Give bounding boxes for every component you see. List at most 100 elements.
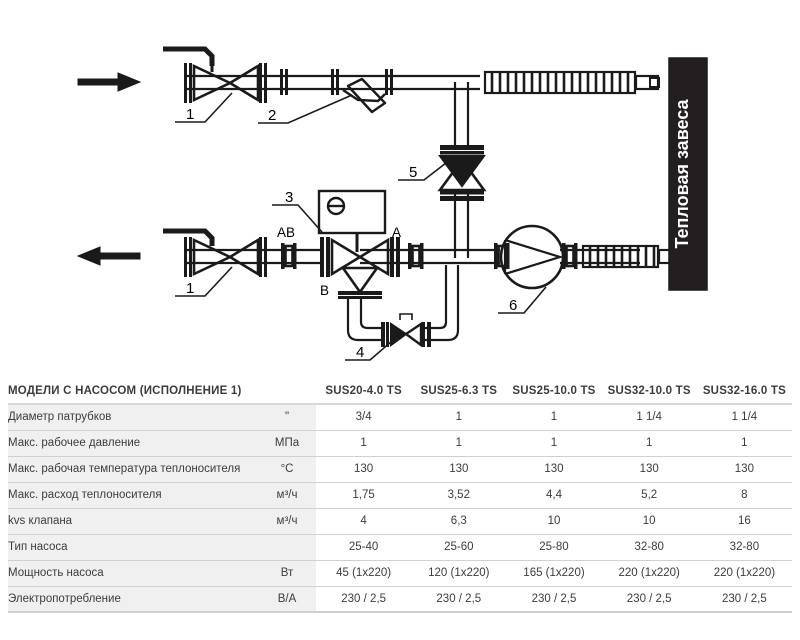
cell-value: 1 1/4	[601, 404, 697, 431]
callout-6: 6	[498, 286, 547, 314]
valve-actuator-3	[317, 189, 387, 252]
callout-label-2: 2	[268, 107, 276, 124]
row-unit: Вт	[258, 560, 317, 587]
cell-value: 1	[506, 404, 602, 431]
table-row: Макс. рабочее давление МПа 1 1 1 1 1	[8, 430, 792, 457]
inlet-flow-arrow	[77, 72, 142, 92]
table-row: Макс. рабочая температура теплоносителя …	[8, 456, 792, 483]
cell-value: 25-40	[316, 534, 412, 561]
row-unit: В/А	[258, 586, 317, 613]
row-label: Электропотребление	[8, 586, 259, 613]
port-label-b: B	[320, 283, 329, 298]
ball-valve-1-top	[163, 46, 267, 103]
cell-value: 130	[316, 456, 412, 483]
model-header-4: SUS32-10.0 TS	[601, 378, 697, 405]
callout-5: 5	[398, 162, 447, 181]
supply-flange-c	[385, 69, 393, 95]
model-header-5: SUS32-16.0 TS	[696, 378, 792, 405]
cell-value: 1	[411, 430, 507, 457]
bypass-balancing-valve-4	[381, 313, 431, 348]
table-header-row: МОДЕЛИ С НАСОСОМ (ИСПОЛНЕНИЕ 1) SUS20-4.…	[8, 378, 792, 405]
cell-value: 10	[601, 508, 697, 535]
cell-value: 130	[506, 456, 602, 483]
heat-curtain-label-box: Тепловая завеса	[668, 57, 708, 291]
row-unit	[258, 534, 317, 561]
bypass-riser-pipe	[453, 82, 470, 258]
cell-value: 220 (1x220)	[696, 560, 792, 587]
callout-1-top: 1	[175, 92, 233, 123]
callout-1-bottom: 1	[175, 266, 233, 297]
table-title: МОДЕЛИ С НАСОСОМ (ИСПОЛНЕНИЕ 1)	[8, 378, 259, 405]
cell-value: 130	[696, 456, 792, 483]
supply-flange-a	[280, 69, 288, 95]
cell-value: 32-80	[696, 534, 792, 561]
heat-curtain-label-text: Тепловая завеса	[672, 98, 692, 248]
return-outlet-arrow	[76, 246, 141, 266]
callout-2: 2	[258, 94, 353, 124]
cell-value: 10	[506, 508, 602, 535]
supply-flange-b	[331, 69, 339, 95]
cell-value: 6,3	[411, 508, 507, 535]
piping-schematic-diagram: 1 2	[76, 46, 708, 361]
cell-value: 4	[316, 508, 412, 535]
table-row: Мощность насоса Вт 45 (1x220) 120 (1x220…	[8, 560, 792, 587]
row-unit: °C	[258, 456, 317, 483]
return-pipe-line	[185, 248, 640, 265]
cell-value: 16	[696, 508, 792, 535]
model-header-2: SUS25-6.3 TS	[411, 378, 507, 405]
row-label: Макс. рабочее давление	[8, 430, 259, 457]
cell-value: 8	[696, 482, 792, 509]
cell-value: 230 / 2,5	[316, 586, 412, 613]
cell-value: 32-80	[601, 534, 697, 561]
cell-value: 1	[411, 404, 507, 431]
row-unit: м³/ч	[258, 482, 317, 509]
row-unit: МПа	[258, 430, 317, 457]
union-nut-pump-out	[560, 241, 579, 271]
cell-value: 1	[316, 430, 412, 457]
balancing-valve-5	[437, 145, 487, 201]
cell-value: 3,52	[411, 482, 507, 509]
cell-value: 165 (1x220)	[506, 560, 602, 587]
flexible-hose-top	[483, 70, 660, 95]
cell-value: 130	[601, 456, 697, 483]
callout-label-6: 6	[509, 297, 517, 314]
cell-value: 25-80	[506, 534, 602, 561]
port-label-a: A	[392, 225, 401, 240]
cell-value: 120 (1x220)	[411, 560, 507, 587]
cell-value: 1,75	[316, 482, 412, 509]
port-label-ab: AB	[277, 225, 295, 240]
cell-value: 230 / 2,5	[696, 586, 792, 613]
callout-label-5: 5	[409, 164, 417, 181]
table-unit-header	[258, 378, 317, 405]
row-label: Макс. расход теплоносителя	[8, 482, 259, 509]
callout-label-1-bottom: 1	[186, 280, 194, 297]
row-label: Тип насоса	[8, 534, 259, 561]
cell-value: 1	[506, 430, 602, 457]
cell-value: 220 (1x220)	[601, 560, 697, 587]
row-label: Макс. рабочая температура теплоносителя	[8, 456, 259, 483]
row-unit: "	[258, 404, 317, 431]
cell-value: 230 / 2,5	[506, 586, 602, 613]
union-nut-ab	[279, 241, 298, 271]
union-nut-a	[406, 241, 425, 271]
specifications-table: МОДЕЛИ С НАСОСОМ (ИСПОЛНЕНИЕ 1) SUS20-4.…	[8, 378, 792, 613]
table-row: Макс. расход теплоносителя м³/ч 1,75 3,5…	[8, 482, 792, 509]
cell-value: 1	[601, 430, 697, 457]
specifications-table-container: МОДЕЛИ С НАСОСОМ (ИСПОЛНЕНИЕ 1) SUS20-4.…	[0, 378, 800, 640]
cell-value: 25-60	[411, 534, 507, 561]
model-header-1: SUS20-4.0 TS	[316, 378, 412, 405]
callout-label-3: 3	[285, 189, 293, 206]
cell-value: 5,2	[601, 482, 697, 509]
row-unit: м³/ч	[258, 508, 317, 535]
cell-value: 45 (1x220)	[316, 560, 412, 587]
table-row: kvs клапана м³/ч 4 6,3 10 10 16	[8, 508, 792, 535]
cell-value: 3/4	[316, 404, 412, 431]
cell-value: 1	[696, 430, 792, 457]
model-header-3: SUS25-10.0 TS	[506, 378, 602, 405]
table-row: Диаметр патрубков " 3/4 1 1 1 1/4 1 1/4	[8, 404, 792, 431]
table-body: Диаметр патрубков " 3/4 1 1 1 1/4 1 1/4 …	[8, 404, 792, 613]
table-row: Электропотребление В/А 230 / 2,5 230 / 2…	[8, 586, 792, 613]
table-row: Тип насоса 25-40 25-60 25-80 32-80 32-80	[8, 534, 792, 561]
cell-value: 1 1/4	[696, 404, 792, 431]
bypass-loop-pipe	[346, 265, 460, 342]
